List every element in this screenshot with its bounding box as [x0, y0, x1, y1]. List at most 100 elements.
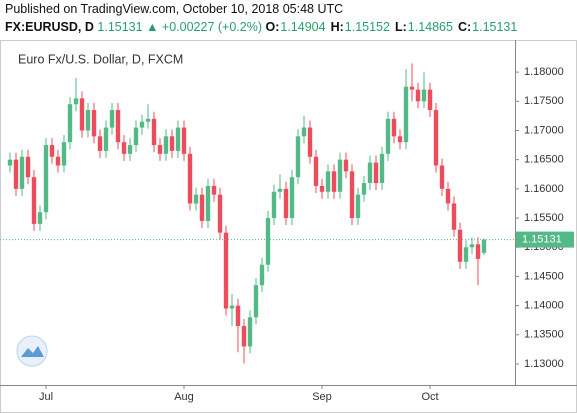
candle-body	[481, 239, 487, 253]
arrow: ▲	[146, 20, 159, 34]
ohlc-value: 1.14865	[407, 20, 453, 34]
candle-body	[151, 118, 157, 146]
candle-body	[31, 177, 37, 224]
candle-body	[253, 285, 259, 318]
candle-body	[439, 165, 445, 189]
candle-body	[379, 153, 385, 184]
candle-body	[7, 159, 13, 166]
candle-body	[91, 110, 97, 137]
x-tick-label: Jul	[39, 391, 53, 403]
change: +0.00227 (+0.2%)	[161, 20, 262, 34]
y-tick-label: 1.17000	[524, 124, 564, 136]
candle-body	[397, 136, 403, 143]
candle-body	[85, 110, 91, 131]
candle-body	[367, 162, 373, 184]
candle-body	[109, 110, 115, 128]
candle-body	[157, 145, 163, 154]
candle-body	[391, 118, 397, 137]
candle-body	[337, 159, 343, 192]
candle-body	[181, 127, 187, 154]
ohlc-label: L:	[394, 20, 407, 34]
candle-body	[409, 86, 415, 90]
candle-body	[331, 171, 337, 192]
candle-body	[421, 89, 427, 102]
candle-body	[313, 156, 319, 186]
candle-body	[289, 177, 295, 219]
chart-title: Euro Fx/U.S. Dollar, D, FXCM	[18, 52, 183, 66]
candle-body	[463, 247, 469, 262]
candle-body	[415, 89, 421, 102]
candle-body	[235, 305, 241, 327]
candle-body	[343, 159, 349, 172]
candle-body	[211, 185, 217, 195]
candle-body	[457, 229, 463, 262]
candle-body	[223, 232, 229, 309]
ohlc: O:1.14904 H:1.15152 L:1.14865 C:1.15131	[265, 20, 522, 34]
ohlc-value: 1.14904	[280, 20, 326, 34]
y-tick-label: 1.17500	[524, 95, 564, 107]
candle-body	[163, 136, 169, 154]
x-tick-label: Sep	[312, 391, 332, 403]
candle-body	[43, 145, 49, 213]
candle-body	[355, 194, 361, 219]
candle-body	[295, 136, 301, 178]
candle-body	[121, 142, 127, 154]
candle-body	[361, 183, 367, 195]
y-tick-label: 1.14000	[524, 300, 564, 312]
candle-body	[25, 156, 31, 178]
candle-body	[145, 118, 151, 122]
candle-body	[55, 156, 61, 166]
candle-body	[175, 127, 181, 151]
candle-body	[283, 188, 289, 219]
candle-body	[37, 212, 43, 224]
candle-body	[217, 194, 223, 233]
candle-body	[97, 136, 103, 151]
published: Published on TradingView.com, October 10…	[5, 2, 344, 16]
candle-body	[319, 185, 325, 192]
candle-body	[67, 104, 73, 143]
candle-body	[199, 194, 205, 221]
candle-body	[373, 162, 379, 184]
candle-body	[247, 317, 253, 347]
candle-body	[19, 156, 25, 189]
candle-body	[325, 171, 331, 192]
candle-body	[433, 110, 439, 166]
last-price-label: 1.15131	[522, 233, 562, 245]
candle-body	[61, 142, 67, 166]
candle-body	[229, 305, 235, 309]
last: 1.15131	[97, 20, 143, 34]
candle-body	[241, 326, 247, 347]
y-tick-label: 1.18000	[524, 66, 564, 78]
candle-body	[259, 264, 265, 286]
candle-body	[115, 110, 121, 143]
candle-body	[475, 244, 481, 259]
candle-body	[445, 188, 451, 204]
candle-body	[385, 118, 391, 154]
candle-body	[265, 218, 271, 265]
candle-body	[139, 121, 145, 128]
y-tick-label: 1.15500	[524, 212, 564, 224]
candle-body	[73, 98, 79, 105]
y-tick-label: 1.13500	[524, 329, 564, 341]
candle-body	[103, 127, 109, 151]
y-tick-label: 1.16500	[524, 154, 564, 166]
ohlc-value: 1.15131	[472, 20, 518, 34]
candle-body	[133, 127, 139, 146]
candle-body	[307, 127, 313, 157]
candle-body	[271, 191, 277, 219]
ohlc-label: C:	[457, 20, 472, 34]
x-tick-label: Oct	[421, 391, 438, 403]
x-tick-label: Aug	[174, 391, 194, 403]
candle-body	[127, 145, 133, 154]
candle-body	[427, 89, 433, 111]
symbol: FX:EURUSD, D	[5, 20, 94, 34]
candle-body	[13, 159, 19, 189]
last-price-box	[516, 231, 574, 248]
logo	[16, 335, 48, 367]
candle-body	[193, 194, 199, 204]
candle-body	[451, 203, 457, 230]
y-tick-label: 1.13000	[524, 358, 564, 370]
candle-body	[205, 185, 211, 221]
